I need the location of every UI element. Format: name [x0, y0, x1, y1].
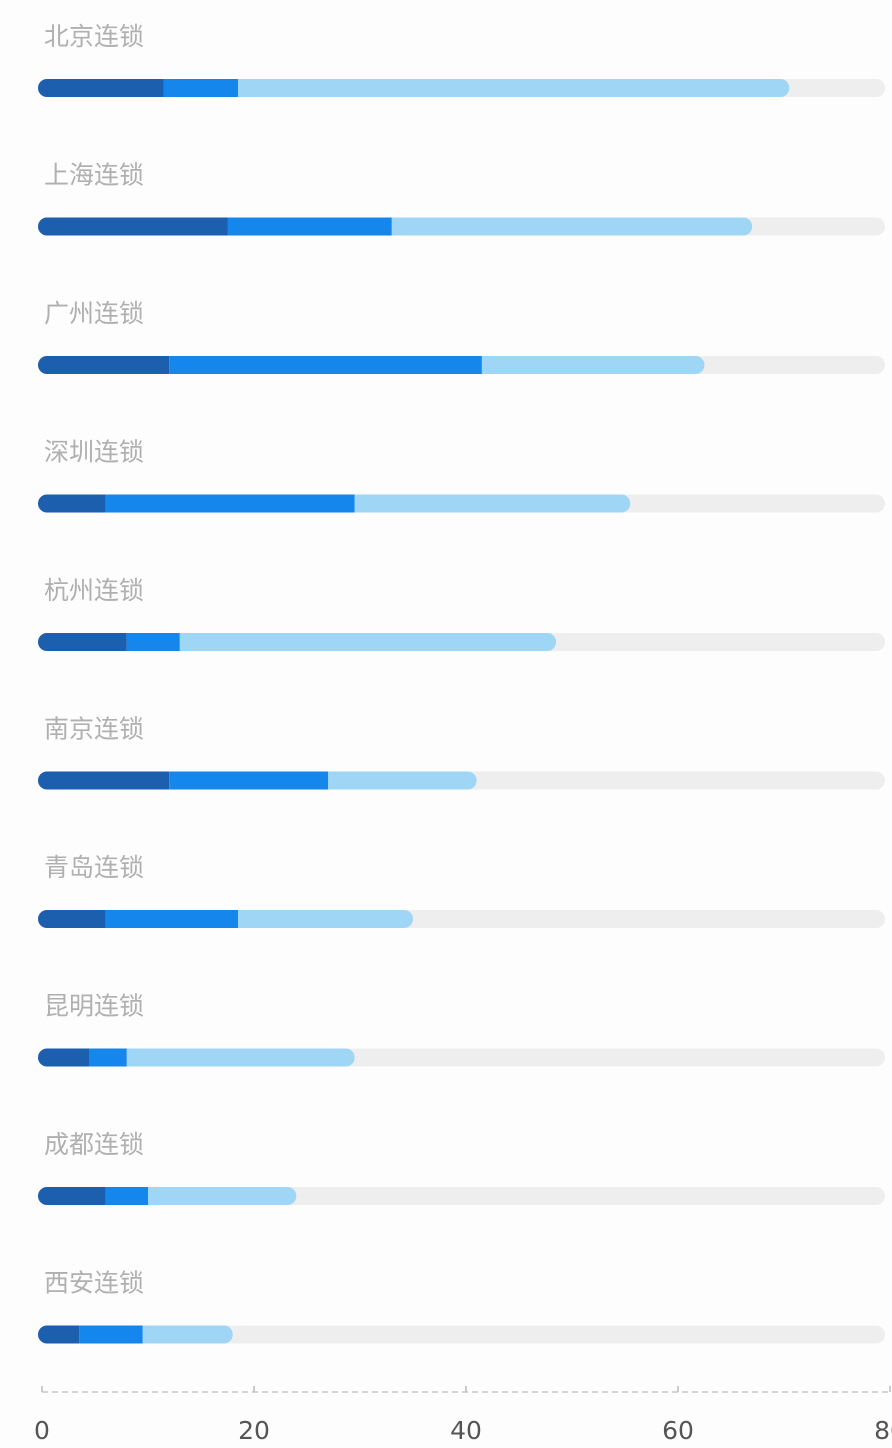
- category-label: 南京连锁: [44, 715, 144, 744]
- bar-segment: [354, 494, 631, 513]
- bar-segment: [38, 1325, 80, 1344]
- x-tick-label: 20: [238, 1416, 270, 1445]
- bar-segment: [391, 217, 753, 236]
- bar-group: [38, 910, 413, 928]
- bar-segment: [238, 79, 790, 97]
- bar-group: [38, 356, 705, 374]
- bar-segment: [38, 217, 228, 236]
- bar-segment: [38, 1048, 90, 1067]
- bar-segment: [238, 910, 413, 928]
- bar-segment: [328, 771, 477, 790]
- bar-segment: [38, 356, 170, 374]
- category-label: 成都连锁: [44, 1130, 144, 1159]
- bar-segment: [142, 1325, 233, 1344]
- bar-segment: [163, 79, 239, 97]
- bar-segment: [38, 910, 106, 928]
- x-tick-label: 0: [34, 1416, 50, 1445]
- bar-group: [38, 1048, 355, 1067]
- bar-segment: [79, 1325, 143, 1344]
- bar-segment: [126, 1048, 355, 1067]
- bar-segment: [169, 771, 329, 790]
- category-label: 青岛连锁: [44, 853, 144, 882]
- bar-group: [38, 494, 631, 513]
- category-label: 深圳连锁: [44, 438, 144, 467]
- bar-segment: [89, 1048, 127, 1067]
- bar-segment: [38, 494, 106, 513]
- bar-segment: [38, 771, 170, 790]
- category-label: 上海连锁: [44, 161, 144, 190]
- bar-group: [38, 79, 790, 97]
- bar-segment: [105, 910, 239, 928]
- bar-segment: [169, 356, 482, 374]
- bar-group: [38, 1187, 297, 1205]
- bar-group: [38, 1325, 233, 1344]
- bar-group: [38, 633, 557, 651]
- bar-segment: [105, 1187, 148, 1205]
- bar-segment: [227, 217, 392, 236]
- bar-group: [38, 771, 477, 790]
- bar-segment: [105, 494, 355, 513]
- bar-segment: [38, 633, 127, 651]
- bar-segment: [126, 633, 180, 651]
- category-label: 广州连锁: [44, 299, 144, 328]
- category-label: 昆明连锁: [44, 992, 144, 1021]
- category-label: 西安连锁: [44, 1269, 144, 1298]
- bar-segment: [148, 1187, 297, 1205]
- x-tick-label: 60: [662, 1416, 694, 1445]
- bar-segment: [481, 356, 705, 374]
- x-tick-label: 80: [874, 1416, 892, 1445]
- category-label: 北京连锁: [44, 22, 144, 51]
- bar-segment: [38, 1187, 106, 1205]
- category-label: 杭州连锁: [44, 576, 144, 605]
- bar-segment: [38, 79, 164, 97]
- x-tick-label: 40: [450, 1416, 482, 1445]
- bar-track: [38, 1325, 885, 1344]
- bar-segment: [179, 633, 557, 651]
- bar-group: [38, 217, 753, 236]
